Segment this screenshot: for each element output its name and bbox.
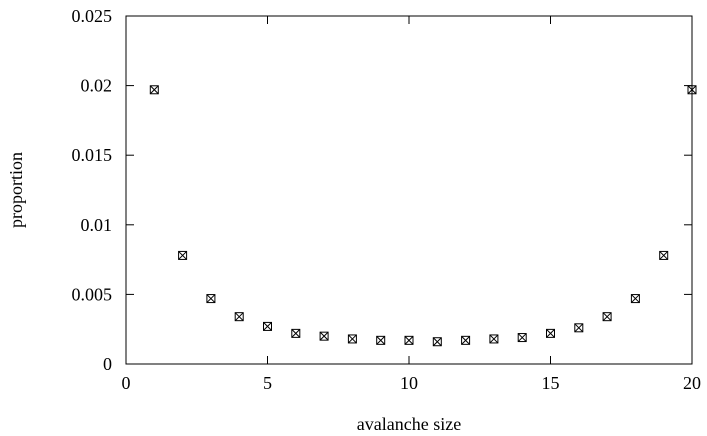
y-tick-label: 0.005	[72, 284, 113, 304]
data-point	[376, 335, 386, 345]
data-point	[347, 334, 357, 344]
data-point	[178, 250, 188, 260]
data-point	[234, 312, 244, 322]
data-point	[263, 321, 272, 331]
data-point	[659, 250, 669, 260]
data-point	[630, 294, 640, 304]
plot-frame	[125, 15, 693, 365]
y-tick-label: 0.01	[81, 215, 113, 235]
x-axis-label: avalanche size	[357, 414, 461, 434]
data-point	[291, 328, 301, 338]
x-axis: 0 5 10 15 20	[122, 16, 701, 393]
x-tick-label: 0	[122, 373, 131, 393]
y-tick-label: 0.025	[72, 6, 113, 26]
data-point	[149, 85, 159, 95]
y-axis-label: proportion	[6, 152, 26, 228]
data-point	[687, 85, 697, 95]
data-point	[432, 337, 442, 347]
x-tick-label: 20	[683, 373, 701, 393]
data-point	[461, 335, 471, 345]
y-tick-label: 0.02	[81, 76, 113, 96]
x-tick-label: 15	[542, 373, 560, 393]
data-point	[602, 312, 612, 322]
data-point	[404, 335, 414, 345]
x-tick-label: 5	[263, 373, 272, 393]
x-tick-label: 10	[400, 373, 418, 393]
y-tick-label: 0	[103, 354, 112, 374]
data-points	[149, 85, 697, 347]
data-point	[489, 334, 499, 344]
data-point	[574, 323, 584, 333]
data-point	[319, 331, 329, 341]
data-point	[546, 328, 555, 338]
data-point	[517, 333, 527, 343]
data-point	[206, 294, 216, 304]
y-tick-label: 0.015	[72, 145, 113, 165]
y-axis: 0 0.005 0.01 0.015 0.02 0.025	[72, 6, 692, 374]
